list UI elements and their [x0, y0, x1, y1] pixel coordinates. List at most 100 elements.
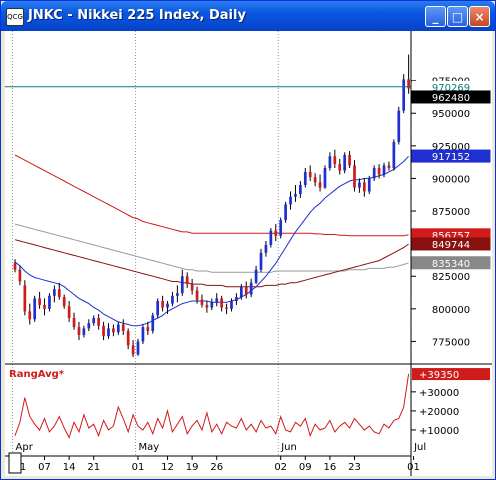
title-bar[interactable]: QCG JNKC - Nikkei 225 Index, Daily _ □ × [1, 1, 495, 31]
y-tick-label: 900000 [432, 174, 470, 185]
month-label: May [139, 442, 160, 453]
y-tick-label: 800000 [432, 305, 470, 316]
candle-body [367, 178, 371, 192]
candle-body [107, 328, 110, 337]
candle-body [230, 301, 233, 309]
month-label: Apr [16, 442, 34, 453]
candle-body [28, 311, 32, 320]
candle-body [43, 304, 46, 309]
candle-body [402, 79, 406, 111]
candle-body [225, 307, 228, 309]
candle-body [397, 110, 401, 142]
rangavg-panel: +10000 +20000 +30000 +39350 RangAvg* [9, 368, 490, 439]
candle-body [279, 220, 283, 236]
maximize-button[interactable]: □ [447, 6, 468, 27]
y-tick-label: 875000 [432, 207, 470, 218]
scroll-box[interactable] [8, 452, 22, 474]
candle-body [23, 285, 27, 312]
y-tick-label: 775000 [432, 337, 470, 348]
sma-50-line [14, 154, 409, 237]
x-tick-label: 14 [63, 462, 76, 473]
candle-body [249, 282, 253, 295]
current-price-label-box [411, 90, 491, 104]
candle-body [392, 141, 396, 169]
rangavg-current-box [412, 368, 490, 381]
rangavg-tick-label: +20000 [419, 407, 459, 418]
candle-body [289, 196, 292, 205]
x-tick-label: 01 [407, 462, 420, 473]
price-chart[interactable]: 7750008000008250008500008750009000009250… [5, 31, 492, 476]
candle-body [377, 168, 381, 175]
current-price-label: 962480 [432, 93, 470, 104]
x-tick-label: 26 [210, 462, 223, 473]
candle-body [116, 324, 120, 333]
x-tick-label: 02 [274, 462, 287, 473]
candle-body [362, 182, 366, 192]
candle-body [53, 289, 56, 296]
candle-body [180, 276, 184, 294]
x-tick-label: 19 [186, 462, 199, 473]
candle-body [407, 79, 410, 89]
candle-body [97, 317, 100, 326]
candle-body [382, 165, 386, 175]
candle-body [358, 182, 361, 188]
ma-value-label: 835340 [432, 259, 470, 270]
candle-body [141, 327, 145, 342]
candle-body [343, 154, 347, 171]
reference-price-label-box [412, 80, 490, 93]
candle-body [274, 230, 278, 236]
candle-body [308, 171, 312, 178]
candle-body [323, 168, 327, 188]
candle-body [338, 164, 342, 171]
candle-body [264, 244, 268, 253]
minimize-button[interactable]: _ [425, 6, 446, 27]
ma-value-label-box [411, 237, 491, 251]
candle-body [38, 298, 41, 305]
candle-body [195, 290, 199, 300]
candle-body [112, 328, 115, 333]
candle-body [244, 286, 248, 295]
y-tick-label: 925000 [432, 142, 470, 153]
sma-100-line [14, 239, 409, 288]
x-tick-label: 21 [87, 462, 100, 473]
candle-body [387, 165, 391, 169]
candle-body [126, 331, 130, 346]
x-tick-label: 01 [132, 462, 145, 473]
candle-body [72, 317, 76, 328]
candle-body [348, 154, 351, 166]
candle-body [33, 298, 37, 320]
candle-body [313, 177, 317, 183]
chart-app-icon[interactable]: QCG [6, 8, 24, 26]
x-tick-label: 16 [324, 462, 337, 473]
candle-body [62, 297, 66, 307]
candle-body [136, 341, 140, 355]
grid-lines [12, 31, 412, 456]
window-title: JNKC - Nikkei 225 Index, Daily [28, 8, 246, 23]
candle-body [200, 299, 204, 305]
candle-body [13, 263, 17, 270]
x-tick-label: 23 [348, 462, 361, 473]
candle-body [353, 165, 356, 188]
month-label: Jul [413, 442, 426, 453]
candle-body [318, 182, 322, 188]
candle-body [205, 304, 209, 308]
candle-body [185, 276, 189, 285]
x-tick-label: 07 [38, 462, 51, 473]
month-label: Jun [280, 442, 297, 453]
candle-body [303, 171, 307, 185]
candle-body [176, 293, 179, 296]
rangavg-current-label: +39350 [419, 370, 459, 381]
y-tick-label: 825000 [432, 272, 470, 283]
candle-body [220, 298, 224, 308]
candle-body [166, 303, 169, 308]
ma-value-label: 917152 [432, 152, 470, 163]
candle-body [131, 345, 135, 355]
candlesticks [13, 54, 410, 358]
close-button[interactable]: × [469, 6, 490, 27]
candle-body [294, 194, 297, 197]
candle-body [171, 295, 174, 304]
candle-body [67, 306, 71, 318]
candle-body [87, 323, 91, 329]
candle-body [82, 328, 86, 335]
